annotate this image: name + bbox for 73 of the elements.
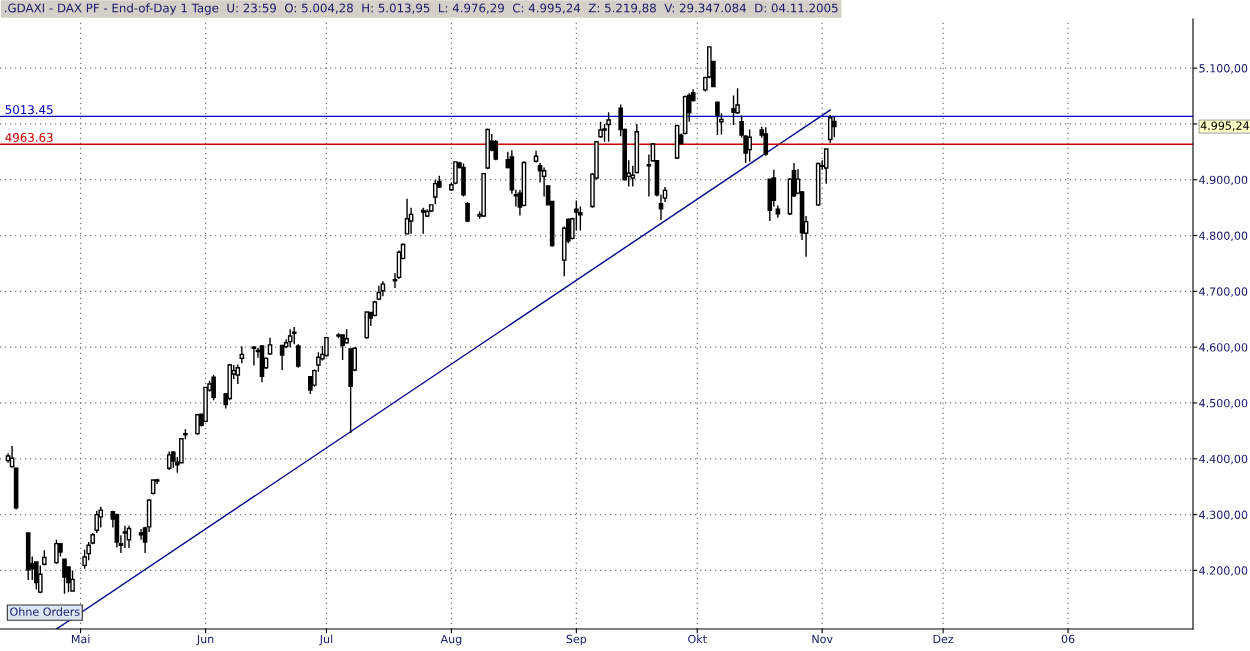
candlestick: [465, 201, 470, 223]
candlestick: [340, 333, 345, 361]
y-tick-label: 5.100,00: [1199, 64, 1248, 74]
candlestick: [166, 450, 172, 471]
candlestick: [461, 162, 466, 198]
candlestick: [823, 147, 829, 185]
x-tick-label: 06: [1061, 634, 1075, 644]
candlestick: [428, 203, 434, 213]
x-tick-label: Dez: [933, 634, 954, 644]
candlestick: [25, 531, 31, 581]
candlestick: [485, 127, 490, 170]
candlestick: [33, 560, 39, 591]
candlestick: [715, 100, 720, 136]
candlestick: [171, 450, 176, 469]
candlestick: [114, 512, 120, 549]
y-tick-label: 4.400,00: [1199, 454, 1248, 465]
y-tick-label: 4.600,00: [1199, 343, 1248, 353]
candlestick: [126, 525, 132, 549]
candlestick: [54, 539, 59, 565]
candlestick: [195, 413, 200, 436]
candlestick: [267, 336, 273, 356]
y-tick-label: 4.200,00: [1199, 566, 1248, 576]
candlestick: [42, 549, 47, 567]
x-tick-label: Mai: [71, 634, 90, 644]
candlestick: [235, 363, 241, 385]
candlestick: [348, 347, 353, 434]
y-tick-label: 4.300,00: [1199, 510, 1248, 521]
y-tick-label: 4.500,00: [1199, 398, 1248, 409]
candlestick: [763, 126, 769, 157]
candlestick: [775, 204, 781, 219]
annotation: Ohne Orders: [10, 607, 80, 616]
candlestick: [94, 509, 100, 534]
candlestick: [291, 326, 297, 346]
candlestick: [420, 206, 426, 235]
x-tick-label: Okt: [688, 634, 707, 644]
candlestick: [251, 345, 257, 367]
candlestick: [9, 445, 15, 469]
candlestick: [70, 569, 75, 593]
x-tick-label: Sep: [566, 634, 587, 646]
ref-line-label: 5013.45: [5, 105, 53, 115]
candlestick: [598, 120, 603, 139]
candlestick: [606, 111, 611, 143]
text: 4.995,24: [1200, 121, 1250, 131]
candlestick: [481, 172, 486, 218]
candlestick: [747, 128, 752, 163]
candlestick: [324, 336, 329, 358]
candlestick: [295, 343, 301, 369]
chart-title: .GDAXI - DAX PF - End-of-Day 1 Tage U: 23:59 O: 5.004,28 H: 5.013,95 L: 4.976,29 C: 4.995,24 Z: 5.219,88 V: 29.347.084 D: 04.11.2005: [5, 3, 838, 15]
candlestick: [509, 149, 515, 195]
x-tick-label: Jun: [196, 634, 214, 646]
candlestick: [533, 150, 539, 164]
candlestick: [364, 310, 370, 340]
candlestick: [376, 285, 382, 301]
candlestick: [62, 557, 67, 595]
candlestick: [98, 506, 104, 529]
candlestick: [150, 478, 156, 496]
ref-line-label: 4963.63: [5, 133, 53, 142]
candlestick: [432, 179, 438, 205]
candlestick: [827, 114, 833, 144]
candlestick: [122, 525, 128, 549]
y-tick-label: 4.800,00: [1199, 231, 1248, 242]
x-tick-label: Aug: [440, 634, 462, 646]
candlestick: [259, 344, 265, 384]
candlestick: [404, 198, 410, 236]
candlestick: [239, 345, 245, 365]
candlestick: [380, 280, 386, 298]
candlestick: [37, 564, 43, 594]
candlestick: [211, 374, 216, 401]
y-tick-label: 4.700,00: [1199, 287, 1248, 297]
x-tick-label: Jul: [319, 634, 333, 646]
x-tick-label: Nov: [812, 634, 833, 644]
candlestick: [287, 328, 293, 348]
y-tick-label: 4.900,00: [1199, 175, 1248, 186]
